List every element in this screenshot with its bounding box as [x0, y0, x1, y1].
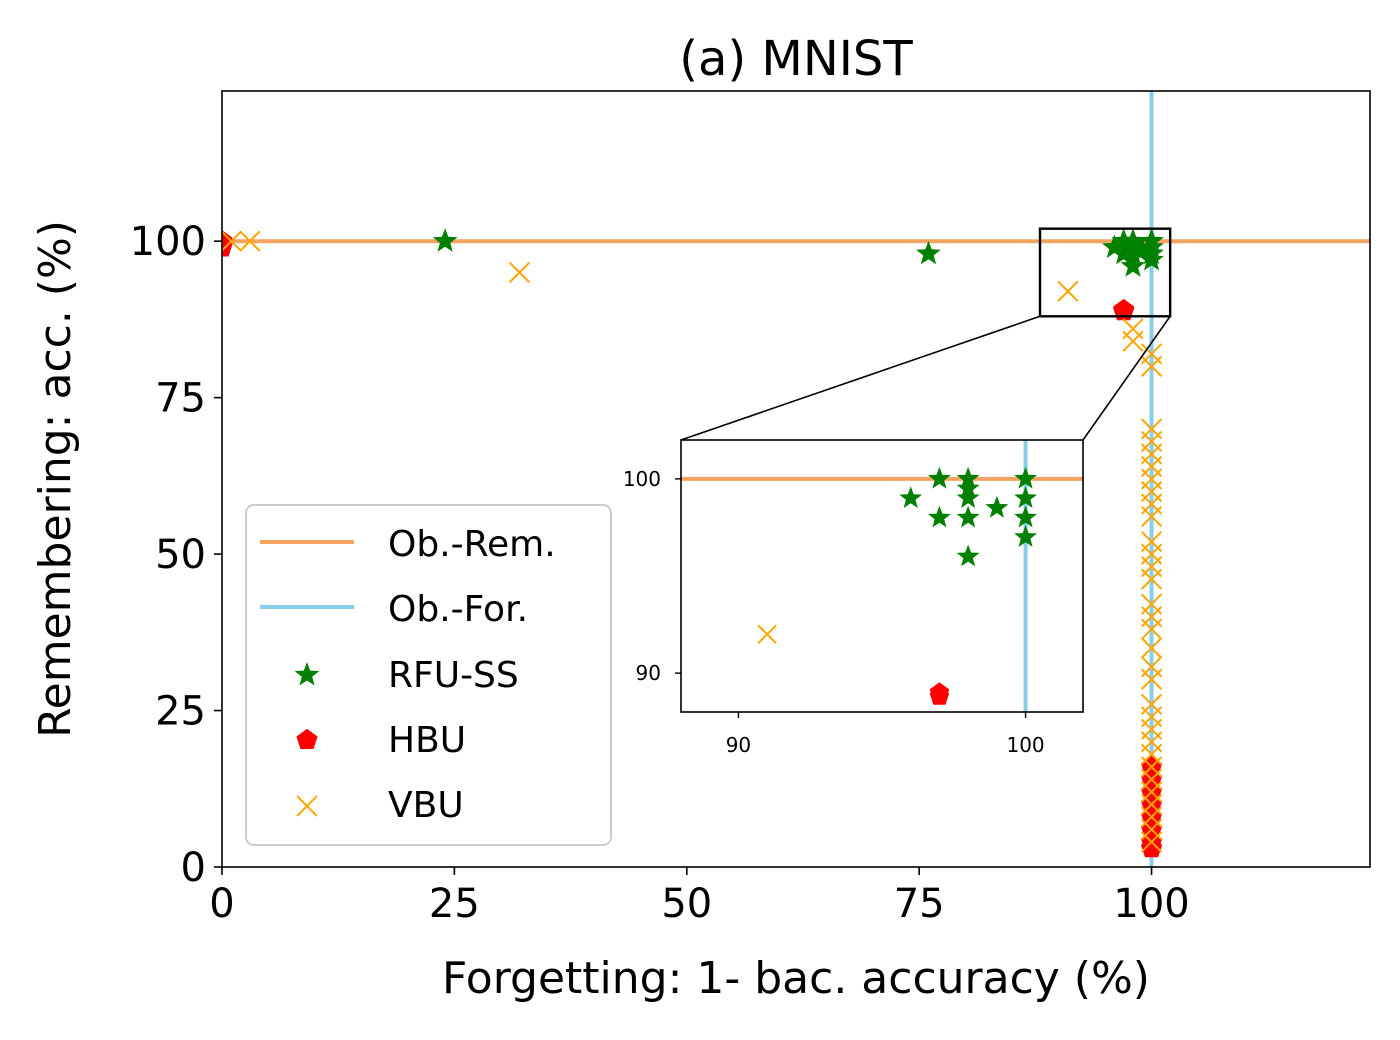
inset-data-point-rfu-ss — [1014, 486, 1037, 508]
inset-axes: 90 100 90 100 — [623, 439, 1084, 757]
legend: Ob.-Rem. Ob.-For. RFU-SS HBU VBU — [245, 504, 612, 846]
data-point-rfu-ss — [1139, 247, 1164, 271]
y-tick-label: 25 — [155, 689, 206, 735]
y-tick-label: 100 — [130, 219, 206, 265]
zoom-indicator — [680, 227, 1172, 441]
zoom-region-box — [1038, 227, 1172, 318]
main-plot-area — [222, 91, 1370, 867]
data-point-rfu-ss — [1111, 228, 1136, 252]
x-tick-label: 0 — [209, 881, 234, 927]
inset-data-point-rfu-ss — [928, 466, 951, 489]
inset-frame — [680, 439, 1084, 713]
inset-data-point-rfu-ss — [899, 486, 923, 508]
legend-marker-vbu — [296, 795, 318, 817]
data-point-vbu — [1140, 355, 1163, 377]
data-point-rfu-ss — [1111, 240, 1136, 265]
main-axes-frame — [221, 90, 1371, 868]
inset-data-point-hbu — [929, 686, 950, 705]
data-point-rfu-ss — [1120, 240, 1146, 265]
inset-data-point-vbu — [757, 624, 777, 644]
inset-data-point-rfu-ss — [928, 505, 951, 528]
main-x-ticks: 0 25 50 75 100 — [209, 867, 1190, 927]
x-tick-label: 75 — [894, 881, 945, 927]
data-point-vbu — [1140, 505, 1163, 528]
data-point-rfu-ss — [1102, 234, 1127, 258]
data-point-vbu — [1140, 637, 1163, 659]
inset-data-point-rfu-ss — [956, 505, 980, 528]
legend-label-hbu: HBU — [388, 720, 466, 761]
legend-label-vbu: VBU — [388, 785, 464, 826]
y-axis-label: Remembering: acc. (%) — [30, 220, 81, 738]
inset-x-tick-label: 90 — [726, 733, 751, 757]
data-point-vbu — [508, 261, 531, 284]
inset-plot-area — [681, 440, 1083, 712]
y-tick-label: 0 — [181, 845, 206, 891]
y-tick-label: 50 — [155, 532, 206, 578]
zoom-connector-right — [1082, 315, 1171, 441]
inset-data-point-rfu-ss — [956, 486, 980, 508]
inset-data-point-rfu-ss — [1014, 466, 1037, 489]
data-point-vbu — [1140, 668, 1163, 690]
zoom-connector-left — [680, 315, 1041, 441]
data-point-vbu — [1057, 280, 1079, 302]
inset-y-tick-label: 90 — [636, 661, 661, 685]
legend-marker-hbu — [296, 728, 318, 749]
x-tick-label: 100 — [1113, 881, 1189, 927]
inset-data-point-rfu-ss — [1014, 505, 1037, 528]
x-tick-label: 50 — [661, 881, 712, 927]
legend-label-ob-rem: Ob.-Rem. — [388, 524, 556, 565]
legend-marker-rfu-ss — [294, 662, 320, 686]
x-tick-label: 25 — [429, 881, 480, 927]
data-point-vbu — [1140, 831, 1163, 853]
inset-x-tick-label: 100 — [1006, 733, 1044, 757]
data-point-vbu — [1140, 568, 1163, 590]
inset-data-point-rfu-ss — [956, 544, 980, 567]
x-axis-label: Forgetting: 1- bac. accuracy (%) — [442, 953, 1150, 1004]
data-point-rfu-ss — [916, 240, 941, 265]
inset-background — [681, 440, 1083, 712]
data-point-rfu-ss — [1120, 253, 1146, 277]
chart-title: (a) MNIST — [679, 31, 913, 87]
data-point-hbu — [1140, 837, 1163, 858]
main-y-ticks: 0 25 50 75 100 — [130, 219, 222, 891]
data-point-rfu-ss — [432, 228, 458, 252]
inset-data-point-rfu-ss — [1014, 525, 1037, 547]
data-point-vbu — [222, 230, 242, 252]
inset-y-tick-label: 100 — [623, 467, 661, 491]
data-point-vbu — [1122, 330, 1144, 352]
data-point-vbu — [239, 230, 261, 252]
data-point-rfu-ss — [1129, 237, 1155, 262]
legend-label-ob-for: Ob.-For. — [388, 589, 528, 630]
legend-box — [245, 504, 612, 846]
inset-data-point-rfu-ss — [985, 496, 1009, 518]
data-point-vbu — [1140, 618, 1163, 640]
y-tick-label: 75 — [155, 376, 206, 422]
legend-label-rfu-ss: RFU-SS — [388, 655, 519, 696]
